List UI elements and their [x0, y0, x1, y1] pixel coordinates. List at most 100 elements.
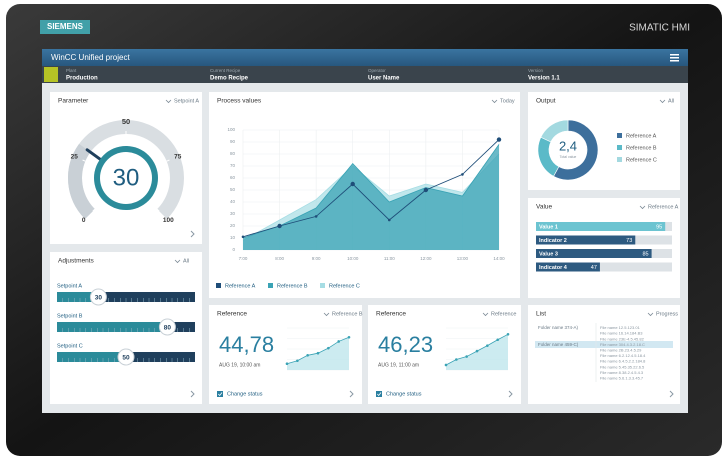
bar	[536, 262, 600, 272]
point	[314, 215, 318, 218]
chevron[interactable]	[190, 230, 195, 238]
field-label: Version	[528, 68, 544, 73]
bar-label: Indicator 4	[539, 265, 568, 271]
info-bar	[42, 66, 688, 83]
gauge-tick-label: 25	[71, 153, 79, 160]
dropdown-arrow[interactable]	[482, 312, 489, 317]
dropdown-arrow[interactable]	[165, 99, 172, 104]
y-tick-label: 90	[230, 139, 236, 144]
bar	[536, 249, 652, 258]
dropdown-label[interactable]: Reference B	[332, 311, 363, 317]
trend-point	[337, 340, 340, 343]
dropdown-arrow[interactable]	[323, 312, 330, 317]
point	[350, 181, 355, 187]
file-item[interactable]: File name 6.2.12.4.5.18.4	[600, 353, 646, 358]
legend-label: Reference C	[329, 283, 360, 289]
bar	[536, 235, 636, 245]
file-item[interactable]: File name 6.4.5.2.2.184.8	[600, 359, 646, 364]
dropdown-arrow[interactable]	[639, 205, 646, 210]
gauge-tick	[92, 208, 96, 212]
donut-total-label: Total value	[560, 155, 577, 159]
trend-point	[475, 349, 479, 353]
file-item[interactable]: File name 23E-4.5.45.82	[600, 336, 645, 341]
legend-swatch	[617, 157, 622, 162]
dropdown-arrow[interactable]	[491, 99, 498, 104]
bar-value: 85	[642, 251, 648, 257]
trend-point	[444, 363, 448, 367]
slider-track	[57, 292, 195, 302]
dropdown-arrow[interactable]	[659, 99, 666, 104]
menu-icon[interactable]	[670, 57, 679, 59]
y-tick-label: 30	[230, 211, 236, 216]
slider-value: 80	[164, 325, 172, 332]
dropdown-label[interactable]: Reference A	[648, 204, 679, 210]
legend-label: Reference B	[626, 145, 657, 151]
gauge-tick-label: 0	[82, 217, 86, 224]
dropdown-label[interactable]: Reference	[491, 311, 516, 317]
chevron[interactable]	[349, 390, 354, 398]
gauge-fill	[68, 143, 96, 220]
menu-icon[interactable]	[670, 60, 679, 62]
legend-label: Reference B	[277, 283, 308, 289]
checkbox[interactable]	[376, 391, 382, 397]
trend-point	[347, 335, 351, 339]
folder-item[interactable]: Folder name 459-C)	[538, 342, 579, 347]
slider-knob[interactable]	[89, 288, 107, 306]
file-item[interactable]: File name 12.5.123.01	[600, 325, 641, 330]
trend-point	[496, 338, 499, 342]
file-item[interactable]: File name 8.38.2.4.5.4.3	[600, 370, 644, 375]
dropdown-arrow[interactable]	[647, 312, 654, 317]
donut-segment	[540, 119, 569, 143]
file-item[interactable]: File name 5.45.35.22.6.5	[600, 364, 645, 369]
reference-value: 46,23	[378, 332, 433, 357]
gauge-tick-label: 50	[122, 117, 130, 126]
panel-title: List	[536, 311, 546, 318]
dropdown-label[interactable]: Today	[500, 98, 515, 104]
gauge-tick	[166, 159, 170, 162]
point	[387, 218, 391, 222]
slider-value: 50	[122, 355, 130, 362]
chevron[interactable]	[669, 390, 674, 398]
y-tick-label: 10	[230, 235, 236, 240]
slider-value: 30	[95, 295, 103, 302]
gauge-tick	[82, 159, 86, 162]
model: SIMATIC HMI	[629, 23, 690, 34]
slider-fill	[57, 352, 126, 362]
checkbox-label[interactable]: Change status	[227, 391, 263, 397]
legend-swatch	[320, 283, 325, 288]
dropdown-label[interactable]: All	[668, 98, 674, 104]
status-marker	[44, 67, 58, 82]
point	[277, 223, 282, 229]
app-title: WinCC Unified project	[51, 53, 130, 62]
y-tick-label: 100	[227, 127, 235, 132]
reference-date: AUG 19, 10:00 am	[219, 362, 260, 368]
dropdown-label[interactable]: All	[183, 258, 189, 264]
checkbox[interactable]	[217, 391, 223, 397]
chevron[interactable]	[508, 390, 513, 398]
gauge-tick-label: 75	[174, 153, 182, 160]
x-tick-label: 14:00	[493, 256, 505, 261]
file-item[interactable]: File name 5.6.1.3.3.45.7	[600, 375, 644, 380]
legend-label: Reference C	[626, 157, 657, 163]
area	[243, 144, 499, 250]
slider-knob[interactable]	[158, 318, 176, 336]
trend-point	[327, 346, 330, 350]
dropdown-label[interactable]: Setpoint A	[174, 98, 199, 104]
menu-icon[interactable]	[670, 54, 679, 56]
chevron[interactable]	[190, 390, 195, 398]
checkbox-label[interactable]: Change status	[386, 391, 422, 397]
slider-knob[interactable]	[117, 348, 135, 366]
trend-point	[455, 358, 458, 361]
dropdown-arrow[interactable]	[174, 259, 181, 264]
y-tick-label: 80	[230, 151, 236, 156]
trend-point	[285, 362, 289, 366]
dropdown-label[interactable]: Progress	[656, 311, 678, 317]
checkmark	[218, 392, 223, 397]
folder-item[interactable]: Folder name 374-A)	[538, 325, 579, 330]
title-bar	[42, 49, 688, 66]
file-item[interactable]: File name 2B.23.4.5.29	[600, 347, 642, 352]
file-item[interactable]: File name 304.4.3.2.18.C	[600, 342, 645, 347]
file-item[interactable]: File name 16.14.184.B3	[600, 331, 643, 336]
checkmark	[377, 392, 382, 397]
